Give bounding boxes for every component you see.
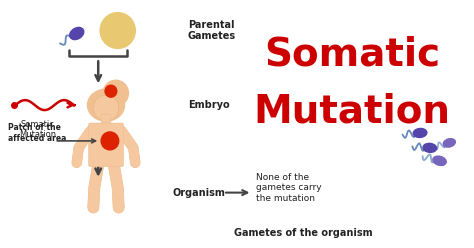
Circle shape [105, 85, 117, 97]
Ellipse shape [443, 139, 456, 147]
Ellipse shape [433, 156, 446, 165]
Text: None of the
gametes carry
the mutation: None of the gametes carry the mutation [256, 173, 322, 203]
Text: Gametes of the organism: Gametes of the organism [234, 228, 373, 238]
Circle shape [93, 95, 118, 121]
Text: Patch of the
affected area: Patch of the affected area [9, 123, 67, 143]
Text: Organism: Organism [173, 188, 225, 198]
Circle shape [103, 80, 128, 106]
Text: Mutation: Mutation [254, 93, 450, 131]
FancyBboxPatch shape [101, 114, 111, 126]
Text: Parental
Gametes: Parental Gametes [188, 20, 236, 41]
Circle shape [100, 13, 135, 48]
Ellipse shape [413, 128, 427, 137]
Text: Somatic
Mutation: Somatic Mutation [19, 120, 56, 139]
FancyBboxPatch shape [89, 123, 124, 167]
Ellipse shape [88, 89, 125, 121]
Text: Somatic: Somatic [264, 36, 440, 74]
Circle shape [101, 132, 118, 150]
Ellipse shape [423, 143, 437, 152]
Ellipse shape [70, 28, 84, 40]
Text: Embryo: Embryo [188, 100, 229, 110]
